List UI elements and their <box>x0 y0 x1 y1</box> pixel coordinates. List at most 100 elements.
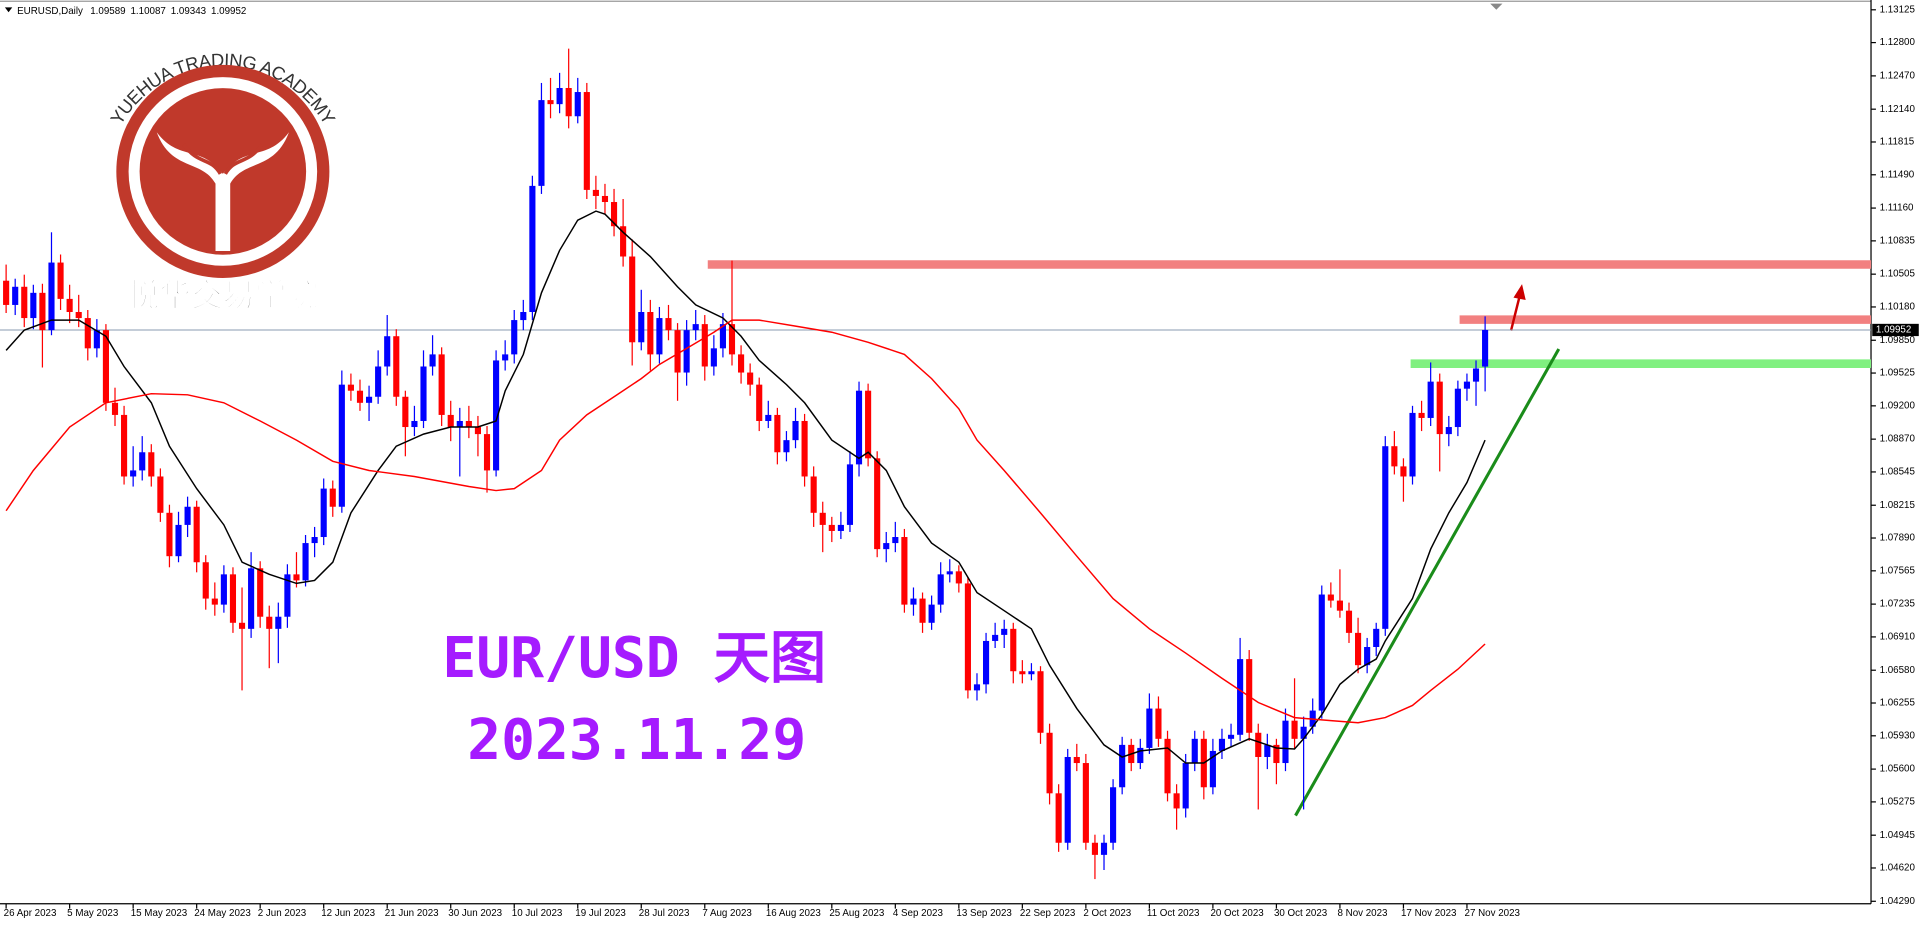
candle-body <box>665 318 672 331</box>
candle-body <box>502 354 509 361</box>
shift-marker <box>1490 3 1503 10</box>
candle-body <box>1191 738 1198 764</box>
x-tick-label: 7 Aug 2023 <box>702 908 752 919</box>
candle-body <box>738 354 745 373</box>
candle-body <box>493 360 500 471</box>
candle-body <box>1364 647 1371 666</box>
candle-body <box>1082 763 1089 843</box>
candle-body <box>139 452 146 471</box>
candle-body <box>474 427 482 435</box>
x-tick-label: 17 Nov 2023 <box>1401 908 1457 919</box>
x-tick-label: 30 Jun 2023 <box>448 908 502 919</box>
candle-body <box>683 330 690 373</box>
logo-mark <box>156 132 289 252</box>
price-label: 1.09952 <box>1876 325 1911 336</box>
x-tick-label: 15 May 2023 <box>131 908 188 919</box>
candle-body <box>756 384 763 421</box>
candle-body <box>75 312 82 319</box>
x-tick-label: 2 Oct 2023 <box>1083 908 1131 919</box>
candle-body <box>647 312 654 355</box>
candle-body <box>1445 427 1452 435</box>
candle-body <box>1237 659 1244 735</box>
candle-body <box>93 330 100 349</box>
candle-body <box>1427 381 1434 418</box>
candle-body <box>574 92 581 117</box>
y-tick-label: 1.07565 <box>1880 565 1916 576</box>
candle-body <box>375 366 382 397</box>
candle-body <box>3 280 10 305</box>
candle-body <box>656 318 663 355</box>
candle-body <box>157 476 164 513</box>
candle-body <box>1010 628 1017 672</box>
candle-body <box>964 583 971 691</box>
candle-body <box>747 372 754 385</box>
candle-body <box>266 616 273 629</box>
x-tick-label: 20 Oct 2023 <box>1210 908 1264 919</box>
candle-body <box>311 537 318 544</box>
candle-body <box>1355 632 1362 666</box>
candle-body <box>366 396 373 403</box>
candle-body <box>801 420 808 477</box>
candle-body <box>520 312 527 321</box>
candle-body <box>121 414 128 477</box>
candle-body <box>1300 726 1307 739</box>
candle-body <box>302 543 309 581</box>
candle-body <box>620 226 627 257</box>
candle-body <box>356 390 364 403</box>
candle-body <box>1037 671 1044 733</box>
candle-body <box>84 318 91 349</box>
candle-body <box>1227 734 1235 739</box>
candle-body <box>547 100 554 105</box>
candle-body <box>928 604 935 623</box>
candle-body <box>1255 732 1262 757</box>
candle-body <box>1327 594 1334 601</box>
candle-body <box>384 336 391 367</box>
y-tick-label: 1.10835 <box>1880 235 1916 246</box>
x-tick-label: 12 Jun 2023 <box>321 908 375 919</box>
y-tick-label: 1.08545 <box>1880 467 1916 478</box>
candle-body <box>710 348 717 367</box>
x-tick-label: 25 Aug 2023 <box>829 908 884 919</box>
y-tick-label: 1.11815 <box>1880 137 1915 148</box>
candle-body <box>1137 747 1144 764</box>
candle-body <box>1209 750 1216 788</box>
x-tick-label: 2 Jun 2023 <box>258 908 307 919</box>
candle-body <box>102 330 109 403</box>
candle-body <box>1001 628 1008 635</box>
candle-body <box>855 390 863 465</box>
candle-body <box>1436 381 1443 435</box>
candle-body <box>1182 763 1189 809</box>
y-tick-label: 1.04945 <box>1880 830 1916 841</box>
logo-disk <box>139 88 307 255</box>
candle-body <box>12 286 19 305</box>
candle-body <box>48 262 55 331</box>
candle-body <box>1073 756 1080 764</box>
candle-body <box>792 420 799 441</box>
y-tick-label: 1.08215 <box>1880 500 1916 511</box>
candle-body <box>1336 600 1343 611</box>
x-tick-label: 26 Apr 2023 <box>4 908 57 919</box>
y-tick-label: 1.09200 <box>1880 400 1916 411</box>
candle-body <box>111 402 119 415</box>
candle-body <box>456 420 463 428</box>
candle-body <box>329 488 336 507</box>
candle-body <box>538 100 545 186</box>
y-tick-label: 1.11490 <box>1880 169 1915 180</box>
y-tick-label: 1.06910 <box>1880 632 1916 643</box>
low: 1.09343 <box>171 6 207 17</box>
candle-body <box>1291 720 1298 739</box>
candle-body <box>320 488 327 538</box>
y-tick-label: 1.12470 <box>1880 70 1916 81</box>
header: EURUSD,Daily 1.09589 1.10087 1.09343 1.09952 <box>17 6 246 17</box>
candle-body <box>1173 793 1180 809</box>
x-tick-label: 8 Nov 2023 <box>1337 908 1388 919</box>
close: 1.09952 <box>211 6 246 17</box>
candle-body <box>529 185 536 313</box>
x-tick-label: 5 May 2023 <box>67 908 119 919</box>
header-arrow <box>4 7 13 13</box>
candle-body <box>465 420 472 428</box>
x-tick-label: 10 Jul 2023 <box>512 908 563 919</box>
candle-body <box>955 571 962 584</box>
price-label-box <box>1872 323 1919 337</box>
